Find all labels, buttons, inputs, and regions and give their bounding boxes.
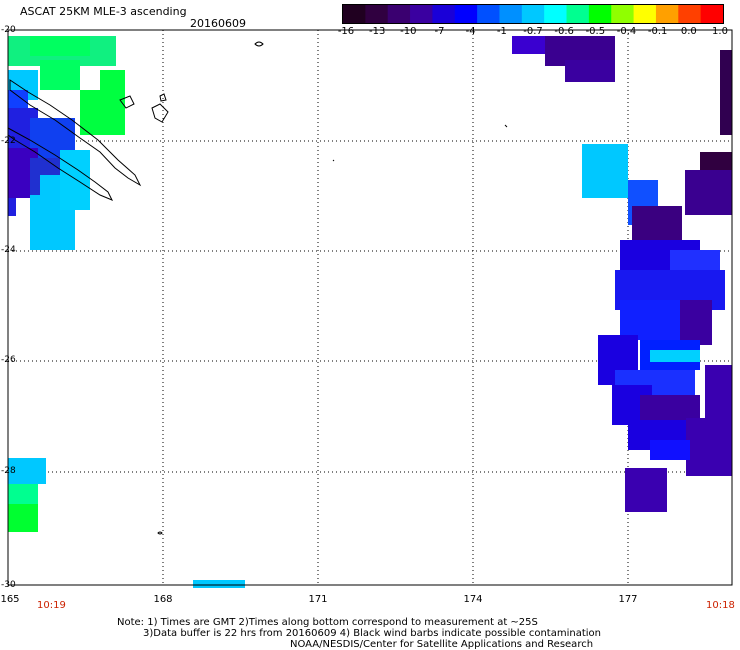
colorbar-swatch [432, 5, 456, 23]
colorbar-swatch [365, 5, 389, 23]
colorbar-tick-label: -16 [337, 26, 355, 37]
lat-label-30: -30 [1, 580, 16, 590]
plot-frame [7, 29, 733, 586]
time-right: 10:18 [706, 600, 735, 611]
colorbar-border [342, 4, 724, 24]
colorbar-tick-label: -1 [496, 26, 507, 37]
wind-data-cell [512, 36, 552, 54]
note-line-1: Note: 1) Times are GMT 2)Times along bot… [117, 617, 538, 628]
colorbar-swatch [700, 5, 724, 23]
wind-data-cell [30, 36, 90, 56]
colorbar-swatch [521, 5, 545, 23]
wind-data-cell [100, 70, 125, 100]
coast-outer [7, 127, 114, 201]
colorbar-swatch [343, 5, 366, 23]
lat-label-24: -24 [1, 245, 16, 255]
note-line-3: NOAA/NESDIS/Center for Satellite Applica… [290, 639, 594, 650]
wind-data-cell [680, 300, 712, 345]
colorbar-tick-label: -4 [465, 26, 476, 37]
loyalty-islands [119, 93, 169, 123]
product-title: ASCAT 25KM MLE-3 ascending [20, 5, 187, 18]
colorbar-tick-label: -7 [434, 26, 445, 37]
lon-label-174: 174 [463, 594, 483, 605]
product-date: 20160609 [190, 17, 246, 30]
colorbar-swatch [566, 5, 590, 23]
lat-label-26: -26 [1, 355, 16, 365]
colorbar-tick-label: -0.1 [647, 26, 668, 37]
time-left: 10:19 [37, 600, 66, 611]
wind-data-cell [625, 468, 667, 512]
colorbar-swatch [678, 5, 702, 23]
islet-4 [332, 159, 335, 162]
islet-3 [504, 124, 508, 128]
lon-label-168: 168 [153, 594, 173, 605]
wind-data-cell [8, 458, 46, 484]
colorbar [342, 4, 724, 24]
colorbar-swatch [544, 5, 568, 23]
colorbar-swatch [655, 5, 679, 23]
colorbar-tick-label: -13 [368, 26, 386, 37]
wind-data-cell [565, 60, 615, 82]
lon-label-177: 177 [618, 594, 638, 605]
colorbar-swatch [611, 5, 635, 23]
wind-data-cell [582, 144, 628, 198]
colorbar-swatch [633, 5, 657, 23]
wind-data-cell [720, 50, 732, 135]
coastlines [7, 41, 508, 535]
wind-data-cell [620, 300, 680, 340]
colorbar-tick-label: 1.0 [712, 26, 728, 37]
colorbar-tick-label: -0.7 [523, 26, 543, 37]
colorbar-tick-label: -0.4 [616, 26, 637, 37]
colorbar-swatch [477, 5, 500, 23]
lon-label-165: 165 [0, 594, 20, 605]
colorbar-swatch [499, 5, 523, 23]
islet-1 [254, 41, 264, 47]
colorbar-swatch [454, 5, 478, 23]
colorbar-swatch [387, 5, 411, 23]
colorbar-tick-label: -0.5 [585, 26, 606, 37]
colorbar-swatch [410, 5, 433, 23]
wind-data-cell [40, 60, 80, 90]
colorbar-labels: -16 -13 -10 -7 -4 -1 -0.7 -0.6 -0.5 -0.4 -0.1 0.0 1.… [338, 26, 728, 40]
wind-data-cell [686, 418, 732, 476]
lat-label-20: -20 [1, 25, 16, 35]
wind-data-cell [8, 90, 28, 108]
wind-data-cell [650, 440, 690, 460]
wind-data-cell [60, 150, 90, 210]
gridlines [8, 30, 732, 585]
wind-data-cell [8, 484, 38, 504]
wind-data-cell [685, 170, 732, 215]
colorbar-swatch [588, 5, 612, 23]
wind-data-cell [8, 198, 16, 216]
colorbar-tick-label: 0.0 [680, 26, 697, 37]
wind-data-cell [8, 504, 38, 532]
wind-data-cell [650, 350, 700, 362]
lat-label-28: -28 [1, 466, 16, 476]
note-line-2: 3)Data buffer is 22 hrs from 20160609 4)… [143, 628, 601, 639]
new-caledonia-coast [9, 79, 142, 187]
lon-label-171: 171 [308, 594, 328, 605]
lat-label-22: -22 [1, 136, 16, 146]
islet-2 [157, 531, 163, 535]
data-swath [8, 36, 732, 588]
wind-data-cell [193, 580, 245, 588]
colorbar-tick-label: -10 [400, 26, 417, 37]
colorbar-tick-label: -0.6 [554, 26, 574, 37]
